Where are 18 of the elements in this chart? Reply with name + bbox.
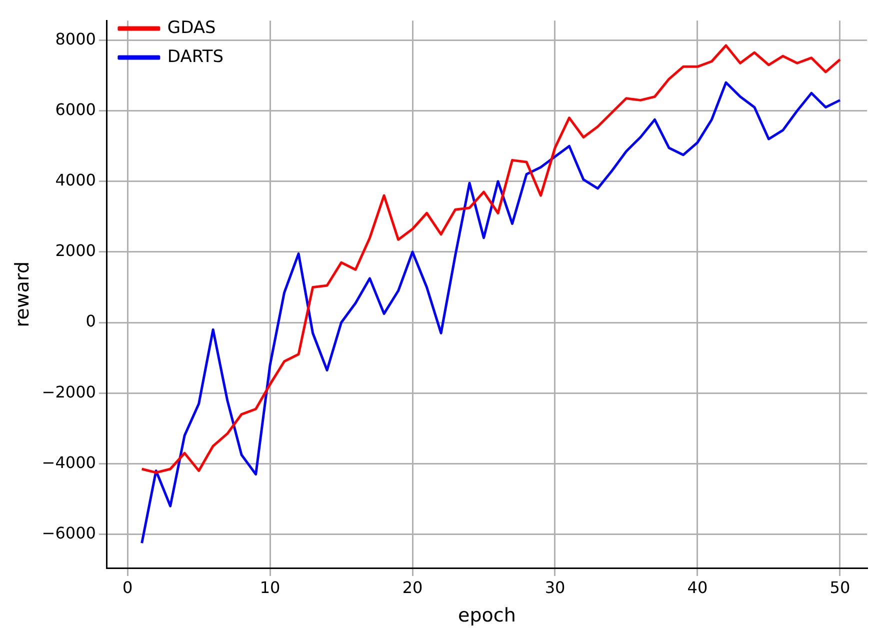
y-tick-label: 0 [86,312,96,331]
legend-label: DARTS [167,46,224,67]
x-tick-label: 10 [260,578,280,597]
y-tick-label: −4000 [42,452,96,472]
y-tick-label: 2000 [55,241,96,260]
x-axis-title: epoch [458,604,516,627]
y-tick-label: −2000 [42,382,96,402]
x-tick-label: 30 [544,578,566,597]
x-tick-label: 40 [687,578,708,597]
x-tick-label: 50 [830,578,850,597]
legend-label: GDAS [167,18,216,38]
y-tick-label: −6000 [42,523,96,542]
x-tick-label: 0 [122,578,133,597]
x-tick-label: 20 [402,578,423,597]
y-tick-label: 4000 [55,170,96,190]
y-tick-label: 6000 [55,100,96,119]
y-tick-label: 8000 [55,29,96,48]
y-axis-title: reward [11,261,34,328]
